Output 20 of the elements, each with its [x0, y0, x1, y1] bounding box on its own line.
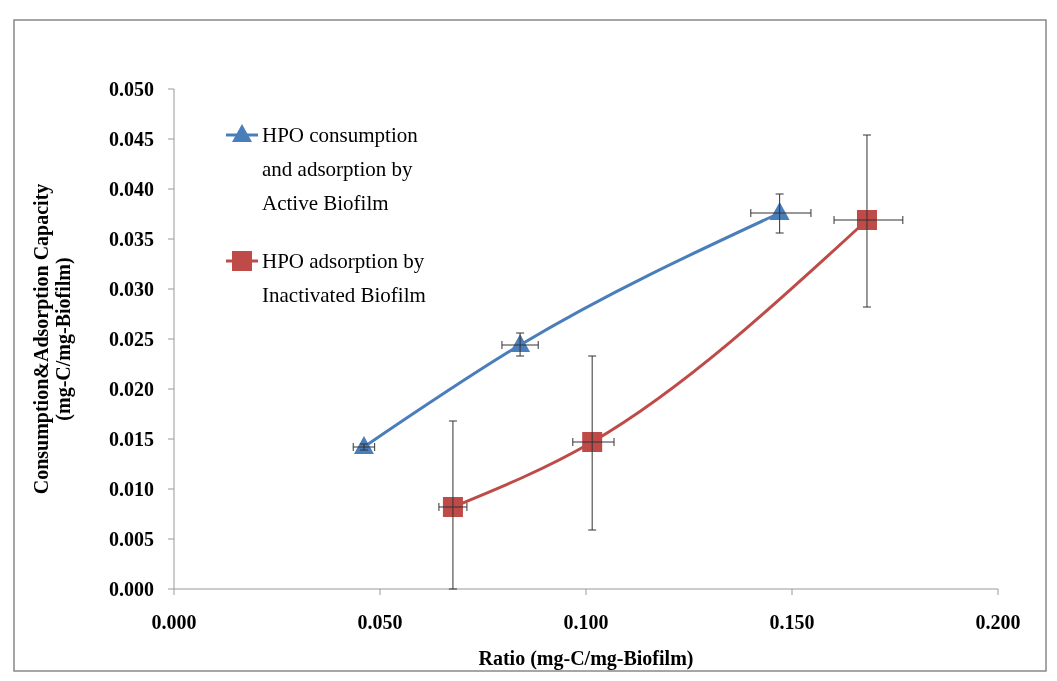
y-tick-label: 0.045 [109, 128, 154, 150]
y-tick-label: 0.035 [109, 228, 154, 250]
x-tick-label: 0.100 [563, 611, 609, 633]
y-tick-label: 0.010 [109, 478, 154, 500]
y-tick-label: 0.030 [109, 278, 154, 300]
y-axis-title: Consumption&Adsorption Capacity (mg-C/mg-Biofilm) [30, 183, 75, 495]
x-tick-label: 0.150 [769, 611, 815, 633]
x-tick-label: 0.050 [357, 611, 403, 633]
y-tick-label: 0.025 [109, 328, 154, 350]
x-tick-label: 0.000 [151, 611, 197, 633]
x-axis-title: Ratio (mg-C/mg-Biofilm) [478, 647, 694, 670]
y-tick-label: 0.015 [109, 428, 154, 450]
legend-label: HPO adsorption by Inactivated Biofilm [262, 249, 426, 307]
y-tick-label: 0.050 [109, 78, 154, 100]
y-tick-label: 0.005 [109, 528, 154, 550]
y-tick-label: 0.020 [109, 378, 154, 400]
y-tick-label: 0.000 [109, 578, 154, 600]
x-tick-label: 0.200 [975, 611, 1021, 633]
legend-label: HPO consumption and adsorption by Active Biofilm [262, 123, 419, 215]
y-tick-label: 0.040 [109, 178, 154, 200]
